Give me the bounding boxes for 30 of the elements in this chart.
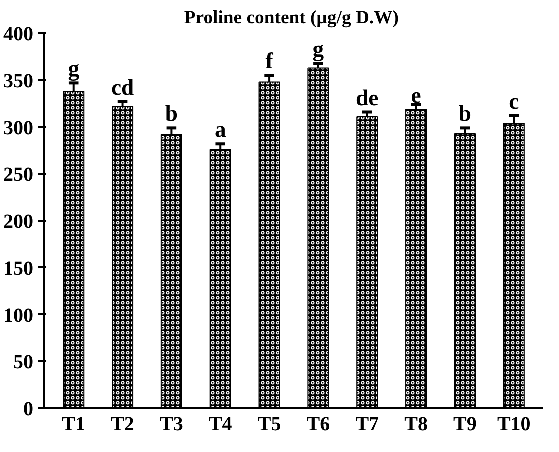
- x-tick-label: T5: [258, 414, 282, 436]
- y-tick-label: 100: [4, 304, 34, 327]
- x-tick-label: T4: [208, 414, 232, 436]
- annotation: cd: [111, 74, 134, 100]
- x-tick-label: T8: [404, 414, 428, 436]
- y-tick-label: 400: [4, 24, 34, 46]
- x-tick-label: T10: [497, 414, 531, 436]
- y-tick-label: 250: [4, 164, 34, 186]
- x-tick-label: T2: [111, 414, 134, 436]
- chart-title: Proline content (µg/g D.W): [184, 8, 399, 28]
- x-tick-label: T9: [454, 414, 477, 436]
- annotation: b: [458, 101, 472, 126]
- x-tick-label: T3: [160, 414, 184, 436]
- annotation: f: [266, 48, 274, 74]
- x-tick-label: T6: [306, 414, 330, 436]
- annotation: e: [411, 82, 422, 108]
- x-tick-label: T7: [356, 414, 380, 436]
- y-tick-label: 300: [4, 117, 34, 140]
- annotation: a: [214, 117, 226, 142]
- annotation: c: [509, 89, 520, 114]
- y-tick-label: 150: [4, 258, 34, 280]
- x-tick-label: T1: [62, 414, 86, 436]
- annotation: g: [68, 56, 80, 82]
- y-tick-label: 0: [24, 398, 34, 420]
- annotation: de: [356, 85, 379, 110]
- y-tick-label: 200: [4, 211, 34, 233]
- annotation: b: [165, 101, 178, 126]
- y-tick-label: 350: [4, 70, 34, 92]
- annotation: g: [312, 36, 325, 62]
- y-tick-label: 50: [14, 352, 34, 374]
